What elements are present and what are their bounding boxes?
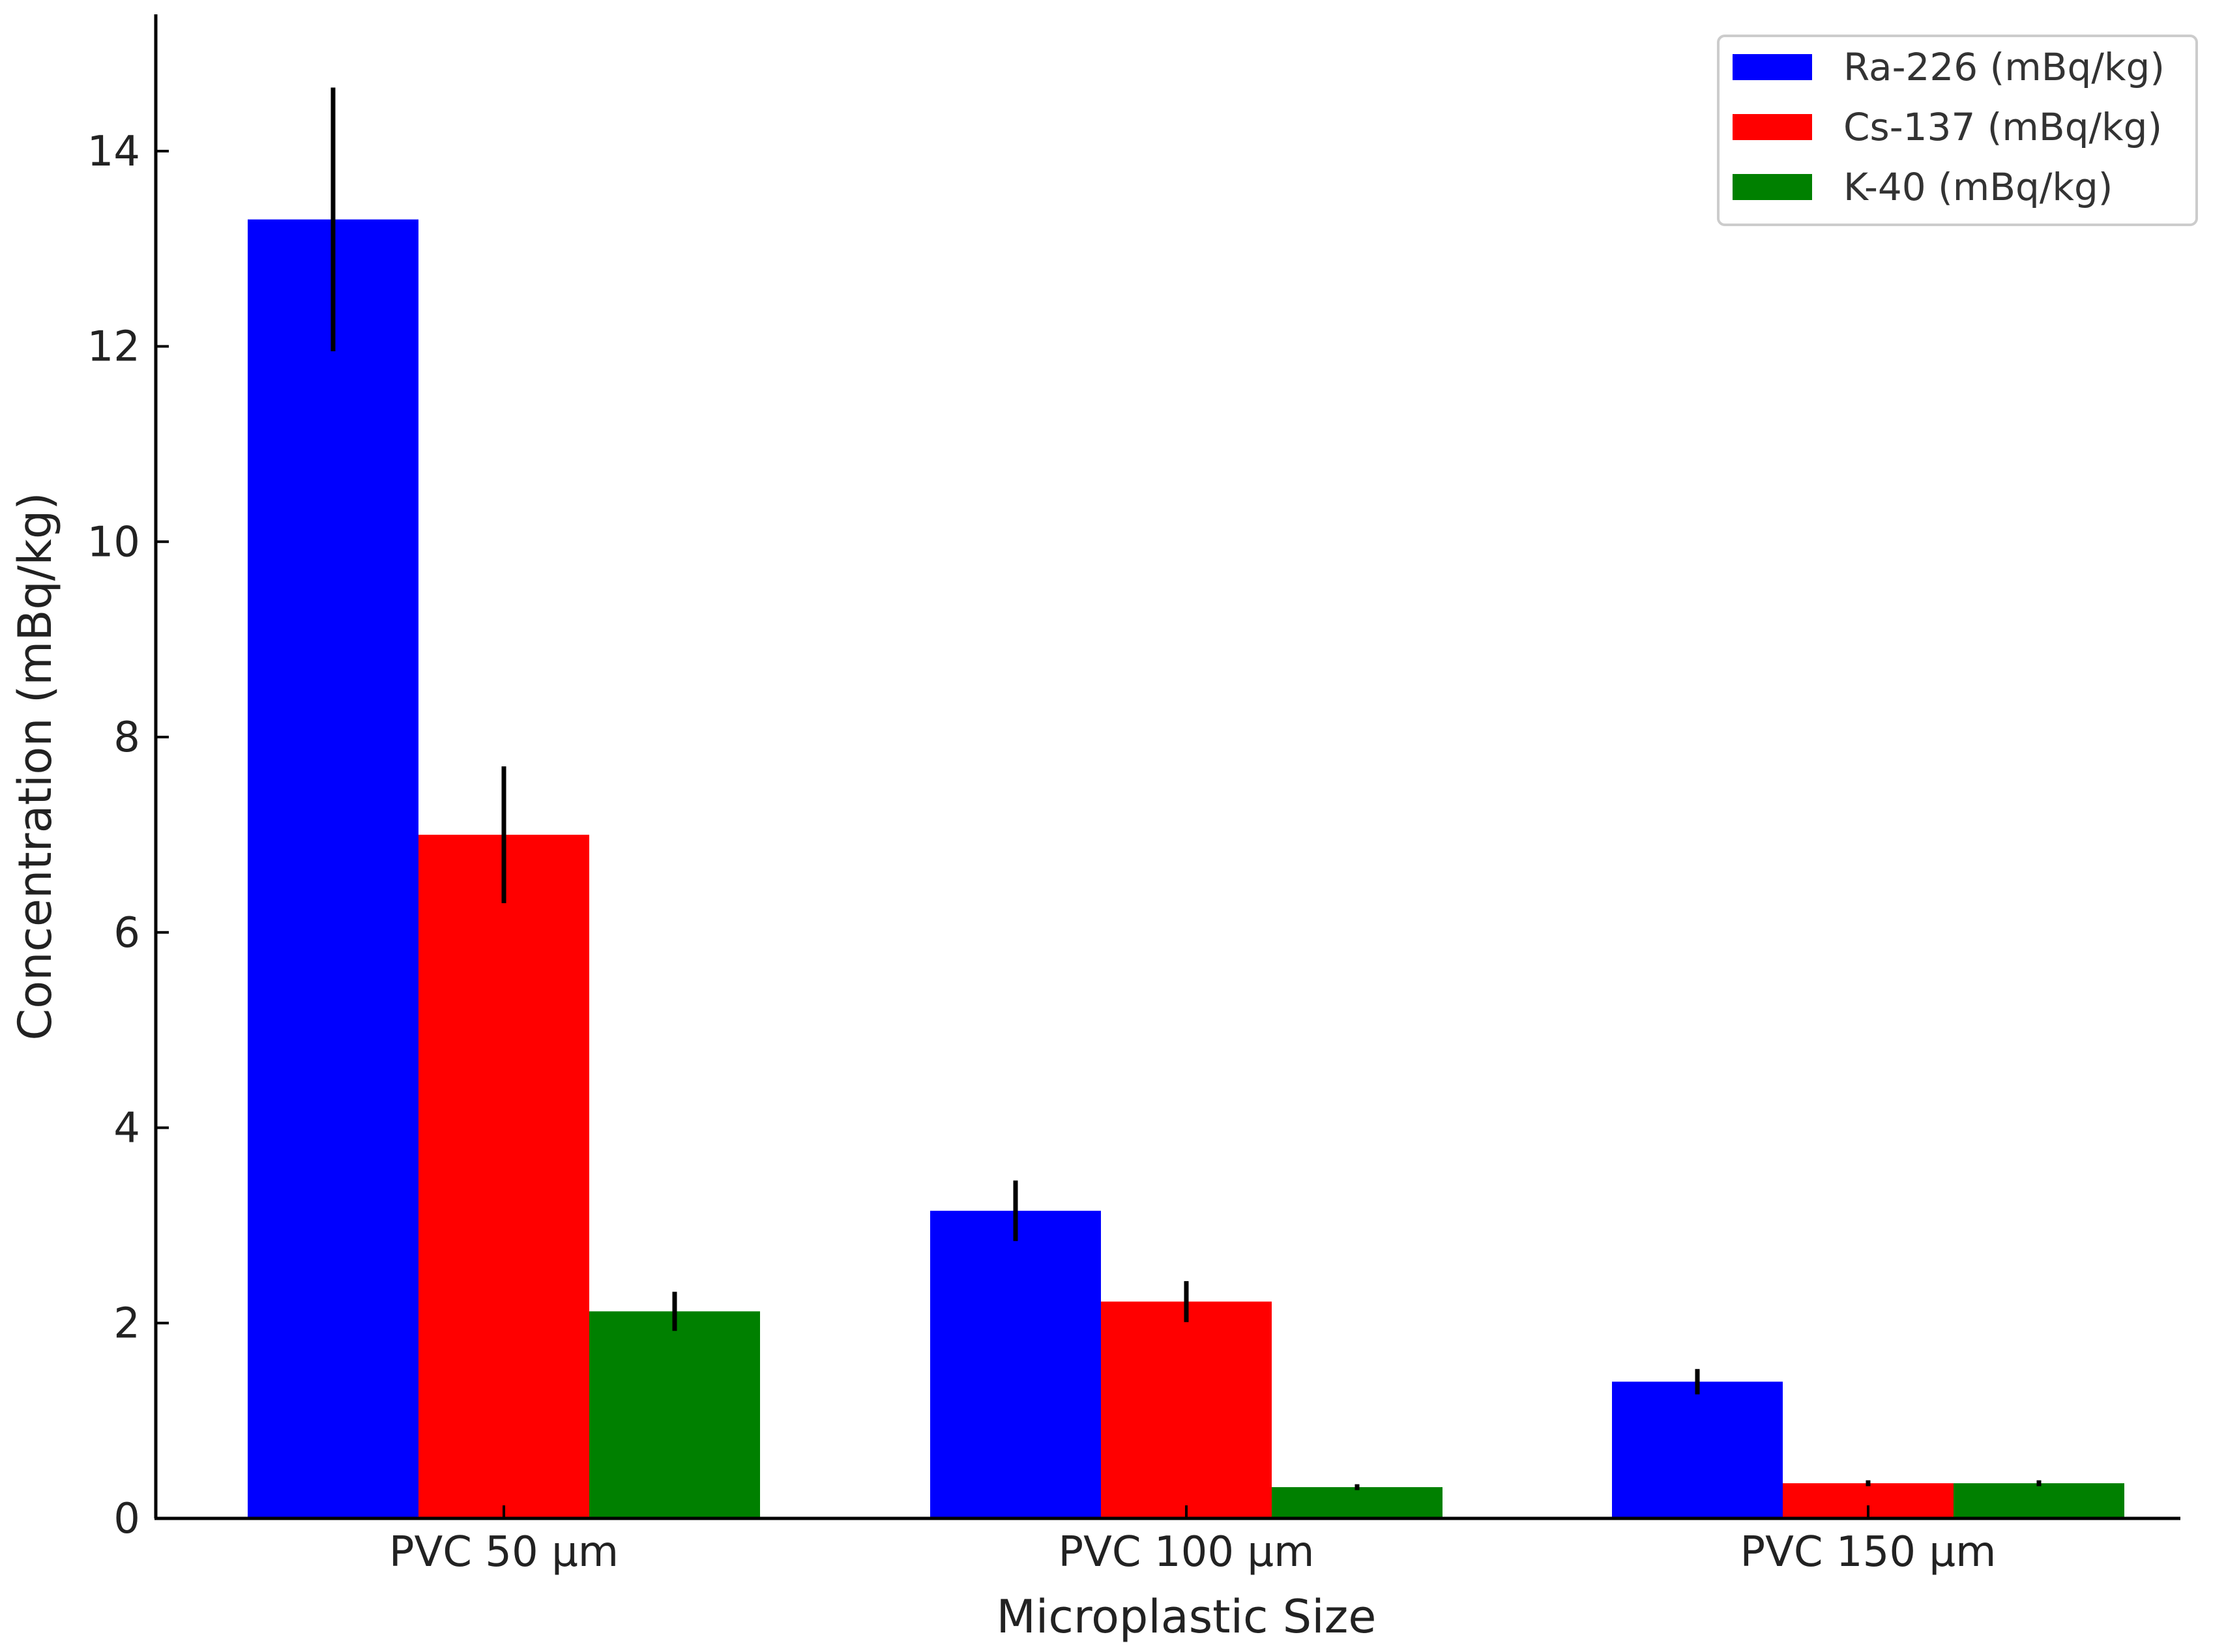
x-ticks: PVC 50 µm PVC 100 µm PVC 150 µm [389, 1505, 1997, 1576]
y-tick-label-3: 6 [113, 909, 140, 957]
x-tick-label-0: PVC 50 µm [389, 1528, 619, 1576]
bar-series1-cat0 [418, 834, 589, 1518]
bar-series2-cat0 [589, 1311, 760, 1518]
x-tick-label-1: PVC 100 µm [1059, 1528, 1315, 1576]
bar-series2-cat1 [1272, 1487, 1443, 1518]
legend-items: Ra-226 (mBq/kg) Cs-137 (mBq/kg) K-40 (mBq/… [1733, 45, 2165, 209]
y-tick-label-1: 2 [113, 1299, 140, 1348]
legend: Ra-226 (mBq/kg) Cs-137 (mBq/kg) K-40 (mBq/… [1717, 35, 2198, 226]
legend-swatch-0 [1733, 54, 1812, 80]
x-axis-label: Microplastic Size [997, 1590, 1377, 1644]
bar-series2-cat2 [1954, 1483, 2124, 1518]
bar-series0-cat0 [248, 219, 418, 1518]
y-tick-label-0: 0 [113, 1495, 140, 1543]
bar-series0-cat2 [1612, 1382, 1783, 1518]
x-tick-label-2: PVC 150 µm [1740, 1528, 1997, 1576]
y-tick-label-5: 10 [87, 518, 140, 566]
y-tick-label-7: 14 [87, 128, 140, 176]
legend-label-2: K-40 (mBq/kg) [1843, 165, 2113, 209]
legend-label-0: Ra-226 (mBq/kg) [1843, 45, 2165, 89]
bar-series1-cat1 [1101, 1301, 1272, 1518]
errorbars-layer [330, 87, 2042, 1490]
y-tick-label-2: 4 [113, 1105, 140, 1153]
y-ticks: 0 2 4 6 8 10 12 14 [87, 128, 169, 1543]
y-tick-label-4: 8 [113, 714, 140, 762]
y-axis-label: Concentration (mBq/kg) [8, 492, 62, 1040]
legend-label-1: Cs-137 (mBq/kg) [1843, 105, 2162, 149]
legend-swatch-1 [1733, 114, 1812, 140]
legend-swatch-2 [1733, 174, 1812, 200]
y-tick-label-6: 12 [87, 323, 140, 371]
legend-frame [1717, 35, 2198, 226]
bars-layer [248, 219, 2124, 1518]
axes-layer [154, 14, 2180, 1520]
bar-series0-cat1 [930, 1210, 1101, 1518]
